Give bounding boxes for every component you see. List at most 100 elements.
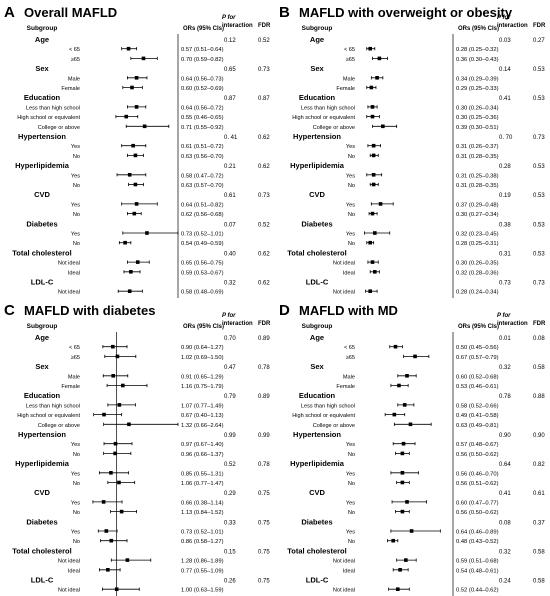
header-p-for: P for (497, 15, 511, 21)
row-label: Yes (346, 442, 355, 448)
row-label: Yes (71, 202, 80, 208)
or-value: 0.28 (0.24–0.34) (456, 290, 499, 296)
or-point (117, 480, 121, 485)
group-label: Total cholesterol (287, 248, 346, 257)
row-label: Yes (346, 530, 355, 536)
or-value: 0.54 (0.49–0.59) (181, 241, 224, 247)
or-value: 0.86 (0.58–1.27) (181, 539, 224, 545)
group-label: Education (24, 391, 61, 400)
or-point (392, 412, 397, 417)
row-label: No (73, 154, 80, 160)
or-point (121, 383, 125, 388)
or-point (106, 568, 110, 572)
or-value: 0.61 (0.51–0.72) (181, 144, 224, 150)
header-interaction: interaction (497, 321, 528, 327)
row-label: No (73, 452, 80, 458)
p-interaction-value: 0.07 (224, 222, 236, 228)
or-value: 0.53 (0.46–0.61) (456, 384, 499, 390)
or-value: 0.56 (0.50–0.62) (456, 452, 499, 458)
header-fdr: FDR (533, 23, 546, 29)
or-point (115, 354, 120, 359)
fdr-value: 0.53 (533, 222, 545, 228)
or-value: 0.67 (0.57–0.79) (456, 355, 499, 361)
row-label: < 65 (69, 47, 80, 53)
p-interaction-value: 0.08 (499, 520, 511, 526)
or-point (127, 422, 131, 427)
row-label: No (73, 481, 80, 487)
or-value: 0.62 (0.56–0.68) (181, 212, 224, 218)
or-value: 0.28 (0.25–0.32) (456, 47, 499, 53)
row-label: ≥65 (346, 355, 355, 361)
row-label: Ideal (68, 568, 80, 574)
p-interaction-value: 0.33 (224, 520, 236, 526)
p-interaction-value: 0.32 (499, 365, 511, 371)
group-label: Diabetes (26, 517, 57, 526)
p-interaction-value: 0. 70 (499, 135, 513, 141)
or-value: 0.97 (0.67–1.40) (181, 442, 224, 448)
fdr-value: 0.88 (533, 394, 545, 400)
group-label: CVD (309, 190, 325, 199)
or-value: 1.13 (0.84–1.52) (181, 510, 224, 516)
row-label: < 65 (344, 47, 355, 53)
or-point (111, 374, 116, 378)
or-point (125, 558, 130, 562)
or-value: 0.73 (0.52–1.01) (181, 232, 224, 238)
or-value: 0.39 (0.30–0.51) (456, 125, 499, 131)
fdr-value: 0.53 (533, 67, 545, 73)
or-value: 0.60 (0.52–0.68) (456, 374, 499, 380)
or-point (405, 500, 409, 504)
or-point (101, 500, 106, 504)
or-point (132, 211, 137, 216)
or-point (405, 374, 409, 378)
fdr-value: 0.89 (258, 394, 270, 400)
row-label: Less than high school (26, 403, 80, 409)
or-point (370, 105, 375, 109)
group-label: Sex (310, 64, 324, 73)
row-label: Male (68, 76, 80, 82)
p-interaction-value: 0.52 (224, 462, 236, 468)
group-label: Hypertension (18, 132, 66, 141)
or-point (409, 529, 414, 533)
or-point (404, 558, 408, 562)
or-point (370, 114, 375, 119)
or-value: 0.65 (0.56–0.75) (181, 261, 224, 267)
header-fdr: FDR (258, 321, 271, 327)
or-value: 0.59 (0.53–0.67) (181, 270, 224, 276)
or-value: 0.54 (0.48–0.61) (456, 568, 499, 574)
or-point (104, 529, 109, 533)
row-label: Not ideal (58, 588, 80, 594)
fdr-value: 0.87 (258, 96, 270, 102)
or-value: 0.64 (0.51–0.82) (181, 202, 224, 208)
or-point (401, 441, 406, 446)
or-point (400, 451, 405, 456)
or-point (109, 538, 114, 543)
row-label: Yes (71, 500, 80, 506)
p-interaction-value: 0.65 (224, 67, 236, 73)
or-point (117, 403, 122, 407)
or-point (368, 289, 372, 293)
p-interaction-value: 0.78 (499, 394, 511, 400)
p-interaction-value: 0.64 (499, 462, 511, 468)
fdr-value: 0.58 (533, 549, 545, 555)
or-point (402, 403, 407, 407)
p-interaction-value: 0.47 (224, 365, 236, 371)
group-label: Hyperlipidemia (15, 161, 70, 170)
header-subgroup: Subgroup (27, 323, 58, 330)
or-point (102, 412, 106, 417)
fdr-value: 0.73 (258, 67, 270, 73)
header-ors: ORs (95% CIs) (183, 324, 224, 330)
row-label: Yes (71, 144, 80, 150)
fdr-value: 0.73 (258, 193, 270, 199)
or-value: 0.31 (0.25–0.38) (456, 173, 499, 179)
row-label: No (73, 539, 80, 545)
group-label: LDL-C (306, 576, 329, 585)
group-label: LDL-C (31, 576, 54, 585)
panel-letter-b: B (279, 4, 290, 21)
p-interaction-value: 0.29 (224, 491, 236, 497)
row-label: Yes (71, 442, 80, 448)
or-value: 1.28 (0.86–1.89) (181, 559, 224, 565)
row-label: No (348, 539, 355, 545)
header-ors: ORs (95% CIs) (458, 26, 499, 32)
fdr-value: 0.61 (533, 491, 545, 497)
row-label: No (73, 183, 80, 189)
